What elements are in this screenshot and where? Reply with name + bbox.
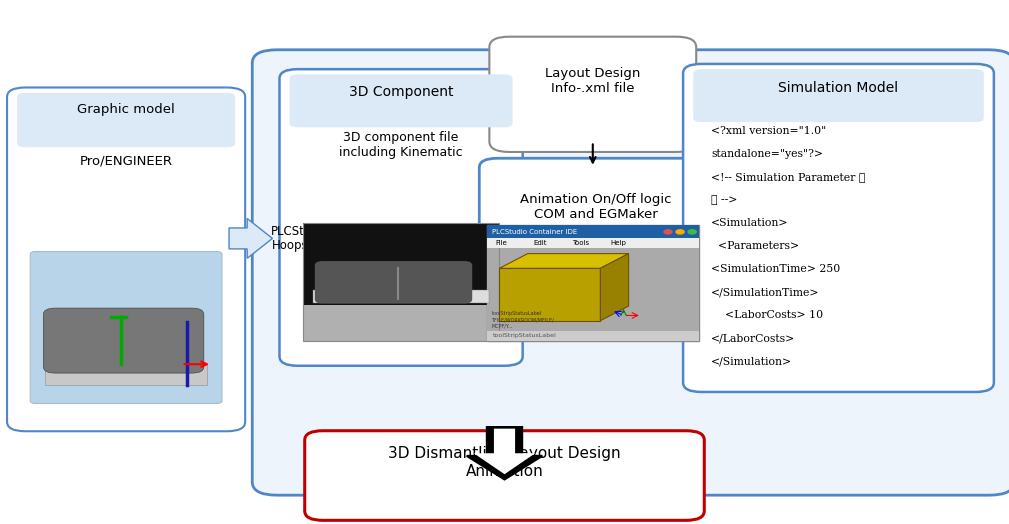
Text: Pro/ENGINEER: Pro/ENGINEER: [80, 155, 173, 168]
FancyBboxPatch shape: [279, 69, 523, 366]
Text: </Simulation>: </Simulation>: [711, 356, 792, 366]
Text: Graphic model: Graphic model: [78, 103, 175, 116]
Polygon shape: [466, 427, 543, 479]
FancyBboxPatch shape: [487, 331, 699, 341]
Polygon shape: [600, 254, 629, 321]
Text: <Simulation>: <Simulation>: [711, 218, 789, 228]
Text: MCPF/Y...: MCPF/Y...: [491, 323, 513, 329]
FancyBboxPatch shape: [305, 431, 704, 520]
FancyBboxPatch shape: [683, 64, 994, 392]
Text: toolStripStatusLabel: toolStripStatusLabel: [492, 333, 556, 339]
Text: <Parameters>: <Parameters>: [711, 241, 799, 251]
Circle shape: [676, 230, 684, 234]
Circle shape: [688, 230, 696, 234]
FancyBboxPatch shape: [479, 158, 712, 287]
Text: Animation On/Off logic
COM and EGMaker: Animation On/Off logic COM and EGMaker: [520, 193, 672, 221]
Text: 3D Component: 3D Component: [349, 85, 453, 99]
Text: File: File: [495, 240, 508, 246]
Text: toolStripStatusLabel: toolStripStatusLabel: [491, 311, 542, 316]
FancyBboxPatch shape: [693, 69, 984, 122]
Text: Help: Help: [610, 240, 627, 246]
Text: <!-- Simulation Parameter 나: <!-- Simulation Parameter 나: [711, 172, 866, 182]
Polygon shape: [499, 254, 629, 268]
FancyBboxPatch shape: [487, 225, 699, 341]
FancyBboxPatch shape: [290, 74, 513, 127]
Text: TFILE/WORKROOM/MFILE/: TFILE/WORKROOM/MFILE/: [491, 317, 554, 322]
Polygon shape: [474, 429, 535, 474]
FancyBboxPatch shape: [303, 305, 499, 341]
FancyBboxPatch shape: [7, 88, 245, 431]
Text: <LaborCosts> 10: <LaborCosts> 10: [711, 310, 823, 320]
FancyBboxPatch shape: [315, 261, 472, 303]
FancyBboxPatch shape: [30, 252, 222, 403]
FancyBboxPatch shape: [43, 308, 204, 373]
Text: Edit: Edit: [534, 240, 547, 246]
FancyBboxPatch shape: [45, 364, 207, 385]
Text: PLCStudio Container IDE: PLCStudio Container IDE: [492, 229, 577, 235]
Text: <?xml version="1.0": <?xml version="1.0": [711, 126, 826, 136]
FancyBboxPatch shape: [489, 37, 696, 152]
FancyBboxPatch shape: [17, 93, 235, 147]
FancyBboxPatch shape: [487, 248, 699, 341]
Text: standalone="yes"?>: standalone="yes"?>: [711, 149, 823, 159]
Text: Layout Design
Info-.xml file: Layout Design Info-.xml file: [545, 67, 641, 95]
Text: 열 -->: 열 -->: [711, 195, 738, 205]
Circle shape: [664, 230, 672, 234]
FancyBboxPatch shape: [313, 290, 489, 303]
Text: PLCStduio/
Hoops3DX: PLCStduio/ Hoops3DX: [270, 224, 334, 253]
FancyBboxPatch shape: [303, 223, 499, 305]
Text: Simulation Model: Simulation Model: [778, 81, 899, 95]
FancyBboxPatch shape: [487, 225, 699, 238]
Text: 3D component file
including Kinematic: 3D component file including Kinematic: [339, 131, 463, 159]
FancyBboxPatch shape: [499, 268, 600, 321]
Text: <SimulationTime> 250: <SimulationTime> 250: [711, 264, 840, 274]
Text: 3D Dismantling Layout Design
Animation: 3D Dismantling Layout Design Animation: [388, 446, 621, 478]
FancyBboxPatch shape: [252, 50, 1009, 495]
Text: Tools: Tools: [572, 240, 589, 246]
Text: </LaborCosts>: </LaborCosts>: [711, 333, 795, 343]
Text: </SimulationTime>: </SimulationTime>: [711, 287, 820, 297]
Polygon shape: [229, 219, 272, 258]
FancyBboxPatch shape: [487, 238, 699, 248]
